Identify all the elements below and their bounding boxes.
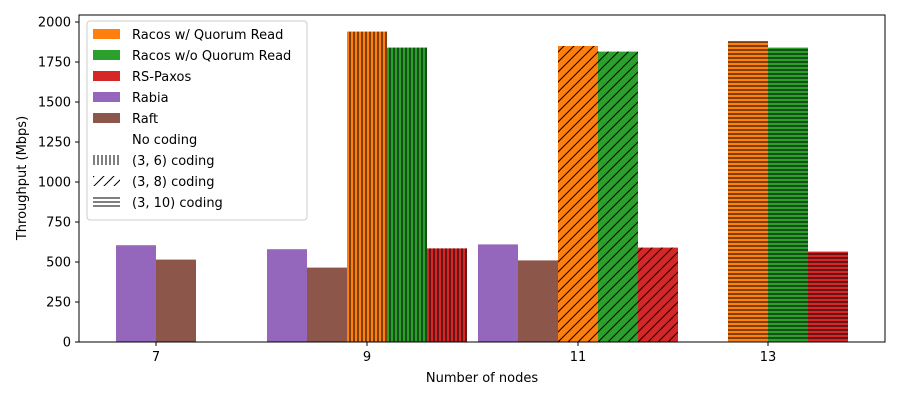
y-tick-label: 250 [46, 296, 71, 311]
legend-swatch-3-6-coding [93, 155, 120, 165]
bar-hatch-racos-w-o-quorum-read-13 [768, 47, 808, 342]
y-axis: 0 250 500 750 1000 1250 1500 1750 2000 [38, 16, 79, 351]
y-tick-label: 500 [46, 256, 71, 271]
legend-swatch-raft [93, 113, 120, 123]
bars-layer [116, 31, 848, 342]
bar-hatch-rs-paxos-13 [808, 251, 848, 342]
legend-swatch-3-10-coding [93, 197, 120, 207]
x-axis: 7 9 11 13 [152, 342, 776, 365]
bar-raft-9 [307, 267, 347, 342]
x-tick-label: 7 [152, 350, 160, 365]
y-axis-label: Throughput (Mbps) [15, 116, 30, 241]
bar-hatch-racos-w-o-quorum-read-9 [387, 47, 427, 342]
y-tick-label: 1750 [38, 56, 71, 71]
legend-label-3-6-coding: (3, 6) coding [132, 154, 215, 169]
y-tick-label: 0 [63, 336, 71, 351]
legend-label-rabia: Rabia [132, 91, 169, 106]
y-tick-label: 1000 [38, 176, 71, 191]
x-axis-label: Number of nodes [426, 371, 538, 386]
plot-frame [78, 14, 886, 343]
bar-rabia-11 [478, 244, 518, 342]
legend-label-3-8-coding: (3, 8) coding [132, 175, 215, 190]
bar-hatch-racos-w-quorum-read-9 [347, 31, 387, 342]
legend-label-rs-paxos: RS-Paxos [132, 70, 191, 85]
legend-label-racos-w-o-quorum-read: Racos w/o Quorum Read [132, 49, 291, 64]
y-tick-label: 1500 [38, 96, 71, 111]
bar-hatch-rs-paxos-9 [427, 248, 467, 342]
y-tick-label: 2000 [38, 16, 71, 31]
legend-swatch-rs-paxos [93, 71, 120, 81]
legend-label-racos-w-quorum-read: Racos w/ Quorum Read [132, 28, 283, 43]
bar-raft-7 [156, 259, 196, 342]
bar-rabia-7 [116, 245, 156, 342]
legend: Racos w/ Quorum Read Racos w/o Quorum Rea… [86, 20, 308, 221]
bar-hatch-racos-w-o-quorum-read-11 [598, 51, 638, 342]
x-tick-label: 11 [570, 350, 587, 365]
x-tick-label: 9 [363, 350, 371, 365]
bar-hatch-rs-paxos-11 [638, 247, 678, 342]
legend-swatch-racos-w-quorum-read [93, 29, 120, 39]
legend-label-raft: Raft [132, 112, 158, 127]
legend-box [86, 20, 308, 221]
legend-swatch-3-8-coding [93, 176, 120, 186]
bar-rabia-9 [267, 249, 307, 342]
bar-hatch-racos-w-quorum-read-13 [728, 41, 768, 342]
y-tick-label: 1250 [38, 136, 71, 151]
y-tick-label: 750 [46, 216, 71, 231]
legend-swatch-racos-w-o-quorum-read [93, 50, 120, 60]
legend-label-3-10-coding: (3, 10) coding [132, 196, 223, 211]
bar-raft-11 [518, 260, 558, 342]
legend-swatch-rabia [93, 92, 120, 102]
bar-hatch-racos-w-quorum-read-11 [558, 46, 598, 342]
x-tick-label: 13 [760, 350, 777, 365]
legend-label-no-coding: No coding [132, 133, 197, 148]
